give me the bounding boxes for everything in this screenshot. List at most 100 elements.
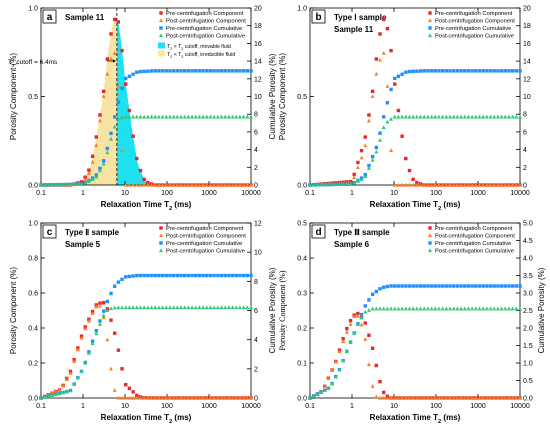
data-point [101, 89, 106, 94]
data-point [112, 305, 117, 310]
data-point [422, 69, 426, 73]
data-point [98, 319, 102, 323]
data-point [123, 305, 128, 310]
data-point [352, 314, 357, 318]
data-point [466, 395, 471, 400]
data-point [142, 114, 147, 119]
data-point [455, 69, 460, 73]
data-point [418, 284, 423, 288]
data-point [175, 395, 180, 400]
data-point [120, 115, 125, 120]
data-point [116, 280, 121, 284]
legend-marker [159, 18, 163, 23]
data-point [112, 388, 117, 392]
y2-axis-label: Cumulative Porosity (%) [268, 53, 277, 139]
data-point [94, 143, 99, 148]
data-point [87, 168, 91, 172]
data-point [363, 321, 367, 325]
y-tick-label: 0.8 [28, 256, 38, 263]
data-point [120, 367, 124, 371]
data-point [241, 273, 246, 278]
y-tick-label: 0.5 [297, 221, 307, 228]
data-point [120, 48, 124, 53]
data-point [448, 284, 452, 288]
data-point [135, 393, 139, 398]
y2-tick-label: 2 [254, 366, 258, 373]
data-point [135, 156, 139, 161]
y-tick-label: 0.2 [297, 326, 307, 333]
data-point [433, 395, 438, 400]
data-point [112, 115, 117, 119]
legend-marker [159, 26, 163, 30]
data-point [156, 114, 161, 119]
data-point [355, 165, 360, 170]
data-point [223, 273, 227, 278]
x-tick-label: 1000 [201, 190, 217, 197]
data-point [389, 148, 394, 153]
data-point [378, 306, 382, 311]
data-point [311, 393, 316, 398]
data-point [190, 114, 195, 119]
legend-label: Post-centrifugation Cumulative [166, 34, 245, 40]
data-point [50, 182, 55, 187]
data-point [319, 390, 324, 394]
data-point [367, 113, 371, 117]
data-point [83, 180, 88, 185]
data-point [352, 180, 357, 185]
data-point [414, 182, 419, 187]
data-point [204, 182, 209, 187]
legend-label: Pre-centrifugation Cumulative [166, 241, 242, 247]
data-point [518, 395, 522, 400]
series-post-cumulative [308, 114, 522, 187]
data-point [404, 156, 408, 161]
y2-tick-label: 20 [523, 6, 531, 13]
data-point [484, 182, 489, 187]
data-point [470, 182, 475, 187]
data-point [75, 347, 80, 352]
x-tick-label: 100 [161, 190, 173, 197]
data-point [470, 114, 475, 119]
data-point [57, 387, 62, 392]
data-point [348, 181, 353, 186]
data-point [212, 395, 217, 400]
y-axis-label: Porosity Component (%) [278, 270, 287, 350]
panel-letter: d [315, 227, 321, 238]
legend-label: Pre-centrifugation Component [435, 226, 513, 232]
data-point [425, 182, 430, 187]
data-point [186, 273, 191, 278]
data-point [448, 306, 452, 311]
y2-tick-label: 18 [523, 23, 531, 30]
data-point [186, 305, 191, 310]
data-point [481, 306, 486, 311]
x-tick-label: 1 [81, 190, 85, 197]
data-point [506, 114, 511, 119]
data-point [90, 341, 95, 346]
data-point [459, 69, 463, 73]
data-point [109, 136, 113, 141]
x-tick-label: 1000 [201, 403, 217, 410]
data-point [470, 69, 474, 73]
x-tick-label: 1 [81, 403, 85, 410]
data-point [367, 333, 371, 337]
data-point [124, 383, 128, 387]
data-point [131, 390, 135, 394]
data-point [396, 182, 401, 187]
x-tick-label: 1000 [470, 190, 486, 197]
data-point [352, 175, 357, 179]
data-point [506, 395, 511, 400]
data-point [477, 69, 482, 73]
data-point [355, 314, 360, 318]
data-point [392, 182, 397, 187]
data-point [208, 69, 213, 73]
data-point [98, 113, 102, 117]
series-pre-cumulative [39, 69, 253, 187]
data-point [171, 305, 176, 310]
data-point [219, 182, 224, 187]
legend: Pre-centrifugation Component Post-centrif… [158, 11, 246, 59]
data-point [418, 114, 423, 119]
data-point [190, 395, 195, 400]
data-point [135, 273, 139, 278]
data-point [378, 131, 382, 135]
data-point [179, 395, 183, 400]
data-point [197, 395, 202, 400]
